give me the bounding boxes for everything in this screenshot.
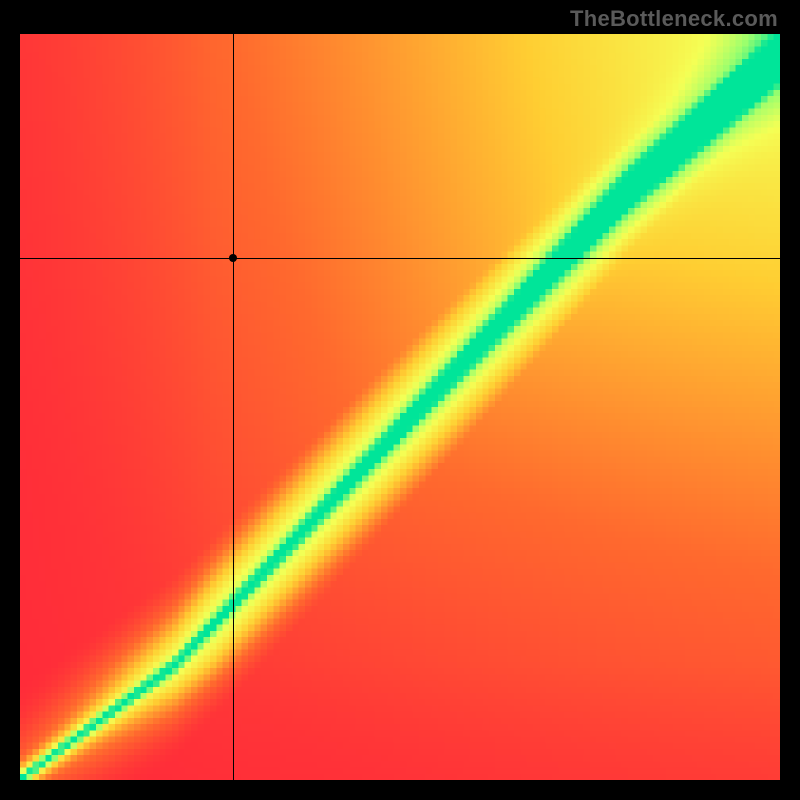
chart-container: TheBottleneck.com [0,0,800,800]
crosshair-dot [229,254,237,262]
watermark-text: TheBottleneck.com [570,6,778,32]
crosshair-vertical [233,34,234,780]
bottleneck-heatmap [20,34,780,780]
crosshair-horizontal [20,258,780,259]
